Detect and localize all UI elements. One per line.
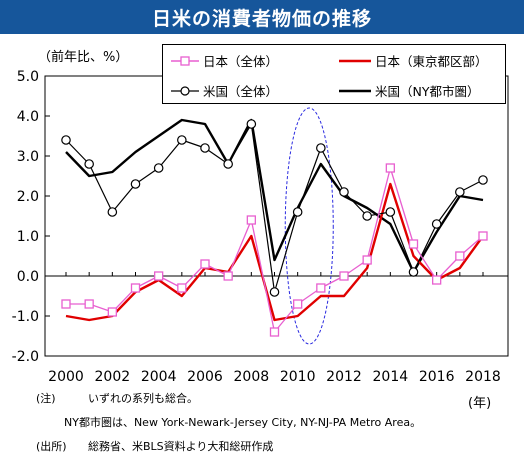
legend-label-japan-total: 日本（全体） <box>203 54 279 69</box>
y-tick-label: -2.0 <box>12 349 39 365</box>
series-line-1 <box>65 182 484 322</box>
legend-item-japan-total: 日本（全体） <box>171 51 278 70</box>
data-point-japan-total <box>130 283 141 293</box>
data-point-japan-total <box>293 299 303 309</box>
data-point-japan-total <box>455 251 465 261</box>
y-tick-label: 0.0 <box>17 269 39 285</box>
data-point-us-total <box>130 179 141 189</box>
data-point-us-total <box>200 143 210 153</box>
y-tick-label: 5.0 <box>17 69 39 85</box>
data-point-us-total <box>455 187 465 197</box>
legend-item-us-total: 米国（全体） <box>171 81 278 100</box>
source-text: 総務省、米BLS資料より大和総研作成 <box>88 440 274 453</box>
data-point-japan-total <box>154 271 164 281</box>
data-point-us-total <box>362 211 372 221</box>
data-point-us-total <box>107 207 118 217</box>
note-text-1: いずれの系列も総合。 <box>88 392 198 405</box>
data-point-japan-total <box>84 299 94 309</box>
chart-title: 日米の消費者物価の推移 <box>151 7 372 30</box>
legend-label-us-ny: 米国（NY都市圏） <box>375 84 480 99</box>
x-axis-unit: (年) <box>468 396 492 411</box>
x-tick-label: 2016 <box>419 369 455 385</box>
data-point-japan-total <box>339 271 349 281</box>
data-point-us-total <box>246 119 257 129</box>
data-point-us-total <box>177 135 187 145</box>
legend-symbol-us-ny <box>339 89 371 92</box>
y-tick-label: 3.0 <box>17 149 39 165</box>
source-label: (出所) <box>36 440 67 453</box>
legend-label-japan-tokyo: 日本（東京都区部） <box>375 54 488 69</box>
data-point-us-total <box>385 207 396 217</box>
data-point-japan-total <box>177 283 187 293</box>
data-point-japan-total <box>385 163 395 173</box>
data-point-japan-total <box>61 299 71 309</box>
y-tick-label: 4.0 <box>17 109 39 125</box>
data-point-japan-total <box>316 283 326 293</box>
legend-symbol-us-total <box>171 85 199 96</box>
x-tick-label: 2006 <box>187 369 223 385</box>
x-tick-label: 2000 <box>48 369 84 385</box>
series-line-3 <box>65 118 484 274</box>
data-point-us-total <box>223 159 233 169</box>
data-point-us-total <box>153 163 164 173</box>
x-tick-label: 2008 <box>234 369 270 385</box>
y-tick-label: -1.0 <box>12 309 39 325</box>
data-point-japan-total <box>478 231 488 241</box>
legend-symbol-japan-total <box>171 55 199 66</box>
title-bar: 日米の消費者物価の推移 <box>0 0 524 34</box>
x-tick-label: 2010 <box>280 369 316 385</box>
data-point-us-total <box>61 135 71 145</box>
data-point-japan-total <box>200 259 210 269</box>
data-point-japan-total <box>107 307 117 317</box>
data-point-japan-total <box>246 215 256 225</box>
series-line-2 <box>65 123 484 293</box>
data-point-japan-total <box>408 239 419 249</box>
data-point-us-total <box>292 207 303 217</box>
highlight-ellipse <box>284 107 334 345</box>
y-tick-label: 1.0 <box>17 229 39 245</box>
x-tick-label: 2014 <box>373 369 409 385</box>
data-point-us-total <box>316 143 326 153</box>
data-point-japan-total <box>223 271 233 281</box>
data-point-us-total <box>431 219 442 229</box>
legend: 日本（全体） 日本（東京都区部） 米国（全体） 米国（NY都市圏） <box>162 44 506 104</box>
x-tick-label: 2018 <box>465 369 501 385</box>
legend-label-us-total: 米国（全体） <box>203 84 279 99</box>
data-point-us-total <box>269 287 280 297</box>
data-point-us-total <box>478 175 488 185</box>
data-point-us-total <box>339 187 349 197</box>
legend-item-us-ny: 米国（NY都市圏） <box>339 81 480 100</box>
y-axis-unit: （前年比、%） <box>38 50 129 65</box>
data-point-us-total <box>408 267 419 277</box>
legend-symbol-japan-tokyo <box>339 59 371 62</box>
data-point-japan-total <box>432 275 442 285</box>
data-point-japan-total <box>269 327 280 337</box>
note-text-2: NY都市圏は、New York-Newark-Jersey City, NY-N… <box>64 416 422 429</box>
y-tick-label: 2.0 <box>17 189 39 205</box>
x-tick-label: 2004 <box>141 369 177 385</box>
legend-item-japan-tokyo: 日本（東京都区部） <box>339 51 488 70</box>
x-tick-label: 2012 <box>326 369 362 385</box>
data-point-japan-total <box>362 255 372 265</box>
x-tick-label: 2002 <box>95 369 131 385</box>
data-point-us-total <box>84 159 94 169</box>
note-label: (注) <box>36 392 56 405</box>
